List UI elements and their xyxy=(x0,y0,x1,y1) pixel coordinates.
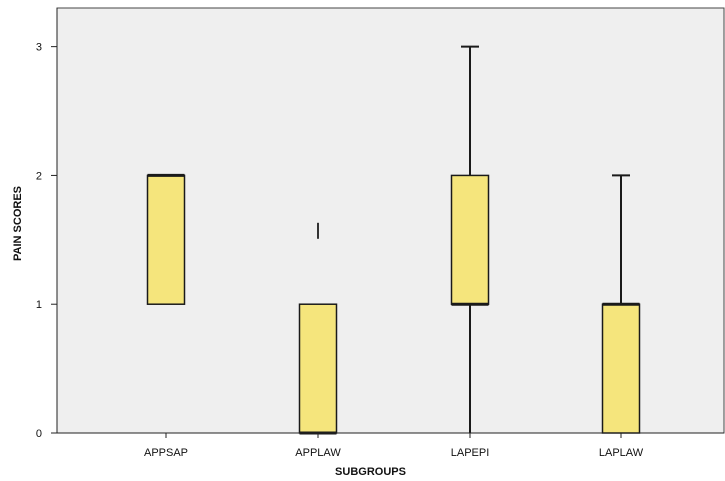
y-tick-label: 1 xyxy=(36,299,42,311)
box-iqr xyxy=(450,174,490,305)
y-tick-label: 2 xyxy=(36,170,42,182)
y-axis-title: PAIN SCORES xyxy=(12,186,24,261)
box-group-lapepi xyxy=(450,45,490,433)
x-tick-label-lapepi: LAPEPI xyxy=(451,447,490,459)
y-tick-label: 0 xyxy=(36,428,42,440)
box-iqr xyxy=(146,174,186,305)
box-iqr xyxy=(601,303,641,434)
y-axis: 0 1 2 3 xyxy=(36,8,58,440)
x-axis-title: SUBGROUPS xyxy=(335,466,406,478)
y-tick-label: 3 xyxy=(36,42,42,54)
x-tick-label-applaw: APPLAW xyxy=(295,447,341,459)
box-iqr xyxy=(298,303,338,434)
box-group-appsap xyxy=(146,173,186,305)
x-tick-label-laplaw: LAPLAW xyxy=(599,447,644,459)
x-tick-label-appsap: APPSAP xyxy=(144,447,188,459)
x-axis: APPSAP APPLAW LAPEPI LAPLAW xyxy=(57,432,724,459)
box-series xyxy=(146,45,641,435)
